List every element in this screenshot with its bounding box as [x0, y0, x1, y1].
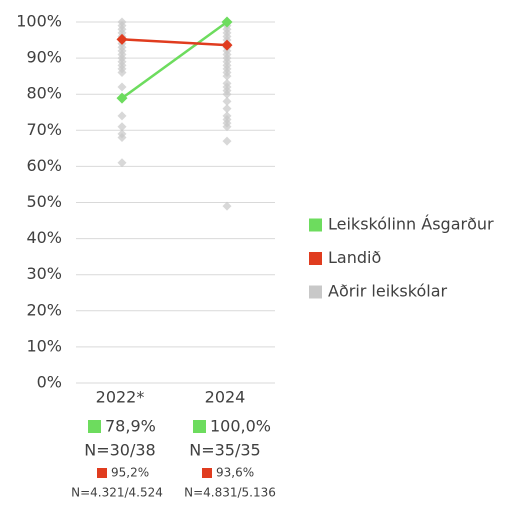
value-label: 95,2% [111, 466, 149, 480]
legend-swatch [309, 285, 322, 299]
legend-swatch [309, 218, 322, 232]
y-tick-label: 0% [37, 373, 62, 392]
value-swatch [202, 468, 212, 478]
y-tick-label: 60% [26, 156, 62, 175]
y-tick-label: 10% [26, 336, 62, 355]
legend-label: Leikskólinn Ásgarður [328, 215, 494, 234]
x-tick-label: 2022* [96, 388, 145, 407]
legend-swatch [309, 252, 322, 265]
y-tick-label: 90% [26, 48, 62, 67]
other-point [222, 96, 232, 106]
other-point [222, 201, 232, 211]
other-point [117, 82, 127, 92]
other-point [117, 111, 127, 121]
n-label: N=35/35 [189, 441, 260, 460]
value-swatch [193, 420, 206, 433]
y-tick-label: 70% [26, 120, 62, 139]
other-point [222, 89, 232, 99]
n-label: N=4.321/4.524 [71, 486, 163, 500]
series-point [221, 16, 233, 28]
series-point [221, 39, 233, 51]
legend-label: Aðrir leikskólar [328, 282, 447, 301]
other-point [117, 122, 127, 132]
value-label: 100,0% [210, 417, 271, 436]
n-label: N=30/38 [84, 441, 155, 460]
series-line [121, 38, 228, 47]
y-tick-label: 40% [26, 228, 62, 247]
value-label: 78,9% [105, 417, 156, 436]
y-tick-label: 30% [26, 264, 62, 283]
other-point [222, 122, 232, 132]
y-tick-label: 100% [16, 12, 62, 31]
other-point [117, 158, 127, 168]
other-point [117, 133, 127, 143]
other-point [222, 104, 232, 114]
y-tick-label: 50% [26, 192, 62, 211]
x-tick-label: 2024 [205, 388, 246, 407]
value-swatch [97, 468, 107, 478]
legend-label: Landið [328, 248, 381, 267]
series-point [116, 33, 128, 45]
other-point [222, 136, 232, 146]
series-point [116, 92, 128, 104]
other-point [117, 68, 127, 78]
y-tick-label: 80% [26, 84, 62, 103]
n-label: N=4.831/5.136 [184, 486, 276, 500]
value-label: 93,6% [216, 466, 254, 480]
series-line [121, 20, 228, 100]
value-swatch [88, 420, 101, 433]
other-point [222, 71, 232, 81]
y-tick-label: 20% [26, 300, 62, 319]
